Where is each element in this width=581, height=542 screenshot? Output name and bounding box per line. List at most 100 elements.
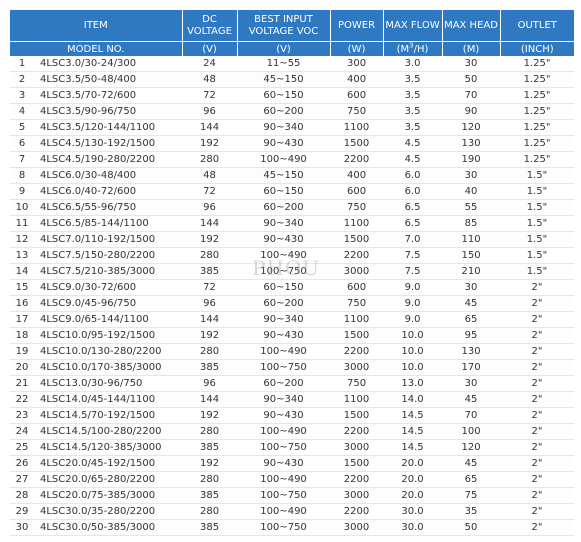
outlet-cell: 2" — [500, 519, 575, 536]
table-row: 20 4LSC10.0/170-385/3000 385 100~750 3000 10.… — [10, 359, 575, 376]
row-number-cell: 2 — [10, 71, 34, 88]
outlet-cell: 1.25" — [500, 135, 575, 152]
header-best-input-voltage: BEST INPUT VOLTAGE VOC — [237, 10, 331, 42]
max-head-cell: 45 — [442, 455, 501, 472]
row-number-cell: 21 — [10, 375, 34, 392]
best-input-voltage-cell: 100~490 — [237, 247, 331, 264]
best-input-voltage-cell: 60~200 — [237, 295, 331, 312]
best-input-voltage-cell: 100~750 — [237, 487, 331, 504]
dc-voltage-cell: 192 — [182, 327, 238, 344]
outlet-cell: 2" — [500, 295, 575, 312]
row-number-cell: 22 — [10, 391, 34, 408]
model-no-cell: 4LSC14.0/45-144/1100 — [34, 391, 183, 408]
table-row: 27 4LSC20.0/65-280/2200 280 100~490 2200 20.0… — [10, 471, 575, 488]
power-cell: 2200 — [330, 247, 384, 264]
best-input-voltage-cell: 60~200 — [237, 103, 331, 120]
header-item: ITEM — [10, 10, 183, 42]
dc-voltage-cell: 24 — [182, 56, 238, 72]
table-row: 21 4LSC13.0/30-96/750 96 60~200 750 13.0 30 2" — [10, 375, 575, 392]
max-head-cell: 130 — [442, 343, 501, 360]
max-head-cell: 110 — [442, 231, 501, 248]
outlet-cell: 2" — [500, 327, 575, 344]
table-body: 1 4LSC3.0/30-24/300 24 11~55 300 3.0 30 1.25" 2 4… — [10, 56, 575, 536]
power-cell: 1500 — [330, 231, 384, 248]
row-number-cell: 4 — [10, 103, 34, 120]
max-flow-cell: 6.0 — [383, 167, 443, 184]
max-flow-cell: 3.5 — [383, 71, 443, 88]
table-row: 18 4LSC10.0/95-192/1500 192 90~430 1500 10.0 9… — [10, 327, 575, 344]
max-flow-cell: 7.5 — [383, 247, 443, 264]
dc-voltage-cell: 192 — [182, 455, 238, 472]
max-head-cell: 85 — [442, 215, 501, 232]
outlet-cell: 1.5" — [500, 167, 575, 184]
max-flow-cell: 4.5 — [383, 151, 443, 168]
power-cell: 3000 — [330, 359, 384, 376]
model-no-cell: 4LSC14.5/70-192/1500 — [34, 407, 183, 424]
best-input-voltage-cell: 60~200 — [237, 199, 331, 216]
row-number-cell: 25 — [10, 439, 34, 456]
dc-voltage-cell: 280 — [182, 503, 238, 520]
best-input-voltage-cell: 60~150 — [237, 279, 331, 296]
best-input-voltage-cell: 90~430 — [237, 327, 331, 344]
table-row: 4 4LSC3.5/90-96/750 96 60~200 750 3.5 90 1.25" — [10, 103, 575, 120]
max-head-cell: 30 — [442, 375, 501, 392]
max-head-cell: 30 — [442, 56, 501, 72]
max-head-cell: 40 — [442, 183, 501, 200]
best-input-voltage-cell: 100~490 — [237, 471, 331, 488]
row-number-cell: 7 — [10, 151, 34, 168]
model-no-cell: 4LSC4.5/190-280/2200 — [34, 151, 183, 168]
dc-voltage-cell: 280 — [182, 151, 238, 168]
best-input-voltage-cell: 60~150 — [237, 183, 331, 200]
table-row: 24 4LSC14.5/100-280/2200 280 100~490 2200 14.… — [10, 423, 575, 440]
max-flow-cell: 14.5 — [383, 439, 443, 456]
outlet-cell: 2" — [500, 503, 575, 520]
outlet-cell: 1.25" — [500, 87, 575, 104]
dc-voltage-cell: 280 — [182, 247, 238, 264]
max-flow-cell: 14.0 — [383, 391, 443, 408]
max-head-cell: 70 — [442, 407, 501, 424]
best-input-voltage-cell: 100~750 — [237, 519, 331, 536]
max-flow-cell: 14.5 — [383, 423, 443, 440]
max-flow-cell: 30.0 — [383, 519, 443, 536]
power-cell: 600 — [330, 279, 384, 296]
best-input-voltage-cell: 60~200 — [237, 375, 331, 392]
best-input-voltage-cell: 100~750 — [237, 263, 331, 280]
row-number-cell: 29 — [10, 503, 34, 520]
row-number-cell: 15 — [10, 279, 34, 296]
table-row: 6 4LSC4.5/130-192/1500 192 90~430 1500 4.5 130… — [10, 135, 575, 152]
max-flow-cell: 6.5 — [383, 215, 443, 232]
outlet-cell: 2" — [500, 423, 575, 440]
model-no-cell: 4LSC6.5/55-96/750 — [34, 199, 183, 216]
max-head-cell: 100 — [442, 423, 501, 440]
max-head-cell: 95 — [442, 327, 501, 344]
max-head-cell: 45 — [442, 295, 501, 312]
power-cell: 2200 — [330, 503, 384, 520]
dc-voltage-cell: 48 — [182, 71, 238, 88]
best-input-voltage-cell: 60~150 — [237, 87, 331, 104]
max-head-cell: 130 — [442, 135, 501, 152]
table-row: 17 4LSC9.0/65-144/1100 144 90~340 1100 9.0 65 2… — [10, 311, 575, 328]
power-cell: 400 — [330, 71, 384, 88]
max-head-cell: 210 — [442, 263, 501, 280]
max-flow-cell: 6.0 — [383, 183, 443, 200]
flow-unit-sup: 3 — [409, 41, 414, 50]
max-head-cell: 150 — [442, 247, 501, 264]
header-outlet: OUTLET — [500, 10, 575, 42]
model-no-cell: 4LSC3.5/120-144/1100 — [34, 119, 183, 136]
outlet-cell: 1.5" — [500, 247, 575, 264]
subheader-power-unit: (W) — [330, 41, 384, 56]
model-no-cell: 4LSC6.0/40-72/600 — [34, 183, 183, 200]
dc-voltage-cell: 144 — [182, 215, 238, 232]
header-best-input-line1: BEST INPUT — [254, 13, 313, 25]
dc-voltage-cell: 385 — [182, 487, 238, 504]
dc-voltage-cell: 72 — [182, 279, 238, 296]
dc-voltage-cell: 72 — [182, 183, 238, 200]
best-input-voltage-cell: 90~340 — [237, 391, 331, 408]
row-number-cell: 20 — [10, 359, 34, 376]
best-input-voltage-cell: 90~430 — [237, 135, 331, 152]
outlet-cell: 1.5" — [500, 263, 575, 280]
row-number-cell: 11 — [10, 215, 34, 232]
power-cell: 1100 — [330, 119, 384, 136]
subheader-best-unit: (V) — [237, 41, 331, 56]
subheader-outlet-unit: (INCH) — [500, 41, 575, 56]
